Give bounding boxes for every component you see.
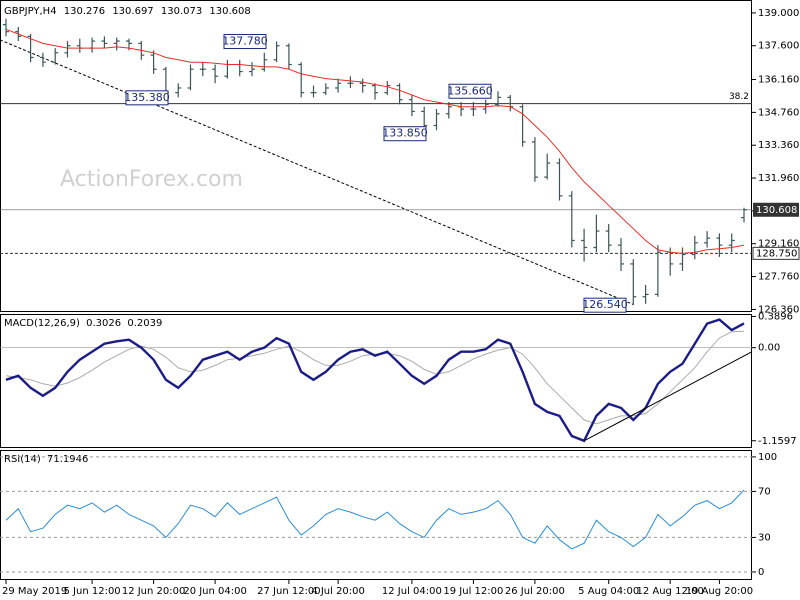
y-tick-label: 129.160 — [758, 239, 799, 250]
y-tick-label: -1.1597 — [758, 436, 797, 447]
annotation-box — [583, 297, 627, 313]
level-label: 128.750 — [756, 248, 797, 259]
watermark: ActionForex.com — [60, 167, 243, 192]
y-tick-label: 134.760 — [758, 107, 799, 118]
macd-header: MACD(12,26,9) 0.3026 0.2039 — [4, 318, 162, 329]
annotation-label: 135.380 — [124, 91, 170, 104]
current-price-box — [753, 202, 799, 217]
annotation-box — [383, 126, 427, 142]
series-line — [5, 330, 745, 425]
x-tick-label: 20 Jun 04:00 — [183, 586, 247, 597]
y-tick-label: 126.360 — [758, 304, 799, 315]
y-tick-label: 30 — [758, 532, 771, 543]
x-tick-label: 5 Aug 04:00 — [578, 586, 639, 597]
x-tick-label: 12 Jul 04:00 — [382, 586, 442, 597]
signal-value: 0.2039 — [127, 318, 162, 329]
x-tick-label: 19 Jul 12:00 — [443, 586, 503, 597]
y-tick-label: 137.600 — [758, 41, 799, 52]
symbol: GBPJPY,H4 — [4, 6, 57, 17]
x-tick-label: 29 May 2019 — [2, 586, 67, 597]
level-box — [752, 246, 800, 260]
macd-title: MACD(12,26,9) — [4, 318, 80, 329]
x-tick-label: 27 Jun 12:00 — [257, 586, 321, 597]
low: 130.073 — [161, 6, 202, 17]
annotation-box — [223, 34, 267, 50]
rsi-title: RSI(14) — [4, 454, 41, 465]
trendline — [583, 351, 753, 442]
series-line — [5, 489, 745, 550]
high: 130.697 — [112, 6, 153, 17]
annotation-label: 135.660 — [447, 84, 493, 97]
y-tick-label: 0.3896 — [758, 311, 793, 322]
y-tick-label: 0.00 — [758, 343, 780, 354]
current-price-label: 130.608 — [756, 205, 797, 216]
price-panel — [0, 0, 752, 312]
y-tick-label: 0 — [758, 567, 764, 578]
series-line — [5, 318, 745, 443]
macd-panel — [0, 314, 752, 448]
close: 130.608 — [209, 6, 250, 17]
trendline — [0, 39, 634, 305]
rsi-panel — [0, 450, 752, 580]
annotation-box — [125, 90, 169, 106]
rsi-value: 71.1946 — [47, 454, 88, 465]
price-header: GBPJPY,H4 130.276 130.697 130.073 130.60… — [4, 6, 251, 17]
annotation-label: 133.850 — [382, 127, 428, 140]
y-tick-label: 100 — [758, 452, 777, 463]
annotation-label: 126.540 — [582, 298, 628, 311]
y-tick-label: 131.960 — [758, 173, 799, 184]
x-tick-label: 19 Aug 20:00 — [686, 586, 753, 597]
moving-average — [5, 28, 745, 254]
x-tick-label: 26 Jul 20:00 — [505, 586, 565, 597]
annotation-label: 137.780 — [222, 35, 268, 48]
y-tick-label: 136.160 — [758, 75, 799, 86]
annotation-box — [448, 83, 492, 99]
x-tick-label: 12 Aug 12:00 — [636, 586, 703, 597]
y-tick-label: 139.000 — [758, 8, 799, 19]
x-tick-label: 12 Jun 20:00 — [122, 586, 186, 597]
level-label: 38.2 — [729, 92, 749, 102]
y-tick-label: 70 — [758, 486, 771, 497]
y-tick-label: 127.760 — [758, 272, 799, 283]
y-tick-label: 133.360 — [758, 140, 799, 151]
rsi-header: RSI(14) 71.1946 — [4, 454, 88, 465]
x-tick-label: 5 Jun 12:00 — [64, 586, 121, 597]
macd-value: 0.3026 — [86, 318, 121, 329]
open: 130.276 — [64, 6, 105, 17]
x-tick-label: 4 Jul 20:00 — [311, 586, 365, 597]
